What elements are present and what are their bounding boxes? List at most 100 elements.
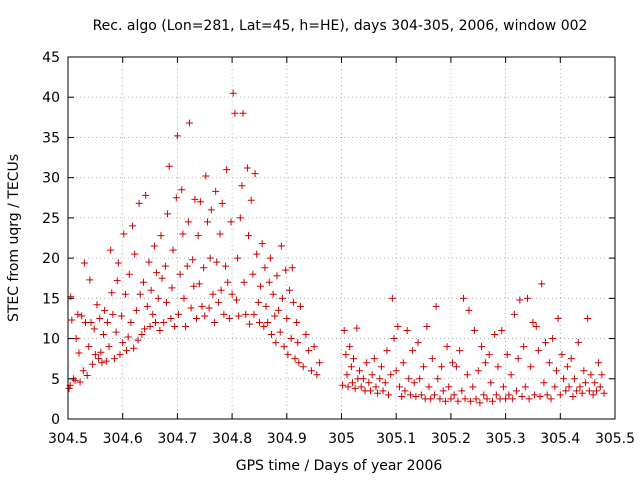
data-point bbox=[480, 391, 488, 399]
data-point bbox=[395, 383, 403, 391]
data-point bbox=[178, 186, 186, 194]
data-point bbox=[110, 355, 118, 363]
data-point bbox=[510, 310, 518, 318]
data-point bbox=[467, 397, 475, 405]
data-point bbox=[257, 282, 265, 290]
data-point bbox=[249, 270, 257, 278]
x-tick-label: 305.5 bbox=[595, 431, 635, 447]
data-point bbox=[589, 391, 597, 399]
data-point bbox=[459, 294, 467, 302]
data-point bbox=[223, 166, 231, 174]
data-point bbox=[531, 391, 539, 399]
data-point bbox=[74, 310, 82, 318]
data-point bbox=[276, 328, 284, 336]
data-point bbox=[258, 240, 266, 248]
x-tick-label: 305.2 bbox=[431, 431, 471, 447]
data-point bbox=[302, 331, 310, 339]
data-point bbox=[247, 196, 255, 204]
data-point bbox=[101, 306, 109, 314]
data-point bbox=[414, 339, 422, 347]
data-point bbox=[434, 375, 442, 383]
data-point bbox=[246, 320, 254, 328]
data-point bbox=[456, 347, 464, 355]
data-point bbox=[287, 335, 295, 343]
x-tick-label: 304.9 bbox=[267, 431, 307, 447]
data-point bbox=[245, 232, 253, 240]
data-point bbox=[105, 343, 113, 351]
data-point bbox=[267, 331, 275, 339]
data-point bbox=[545, 359, 553, 367]
data-point bbox=[447, 395, 455, 403]
data-point bbox=[93, 301, 101, 309]
data-point bbox=[103, 318, 111, 326]
data-point bbox=[343, 371, 351, 379]
data-point bbox=[387, 371, 395, 379]
data-point bbox=[216, 230, 224, 238]
data-point bbox=[463, 371, 471, 379]
data-point bbox=[406, 391, 414, 399]
data-point bbox=[282, 266, 290, 274]
data-point bbox=[284, 351, 292, 359]
data-point bbox=[112, 328, 120, 336]
data-point bbox=[168, 284, 176, 292]
data-point bbox=[202, 172, 210, 180]
data-point bbox=[353, 324, 361, 332]
data-point bbox=[581, 379, 589, 387]
data-point bbox=[102, 357, 110, 365]
data-point bbox=[505, 391, 513, 399]
data-point bbox=[87, 318, 95, 326]
data-point bbox=[574, 339, 582, 347]
data-point bbox=[498, 327, 506, 335]
data-point bbox=[296, 302, 304, 310]
data-point bbox=[536, 392, 544, 400]
data-point bbox=[146, 322, 154, 330]
axis-ticks bbox=[67, 56, 616, 420]
x-tick-label: 305 bbox=[328, 431, 355, 447]
data-point bbox=[273, 272, 281, 280]
data-point bbox=[428, 355, 436, 363]
data-point bbox=[130, 344, 138, 352]
data-point bbox=[423, 322, 431, 330]
data-point bbox=[542, 339, 550, 347]
data-point bbox=[280, 343, 288, 351]
data-point bbox=[580, 367, 588, 375]
data-point bbox=[209, 290, 217, 298]
data-point bbox=[164, 210, 172, 218]
data-point bbox=[379, 387, 387, 395]
data-point bbox=[167, 314, 175, 322]
data-point bbox=[238, 182, 246, 190]
data-point bbox=[569, 392, 577, 400]
data-point bbox=[211, 318, 219, 326]
y-tick-label: 35 bbox=[42, 130, 60, 146]
data-point bbox=[203, 218, 211, 226]
data-point bbox=[176, 270, 184, 278]
data-point bbox=[518, 392, 526, 400]
data-point bbox=[420, 363, 428, 371]
data-point bbox=[595, 359, 603, 367]
data-point bbox=[532, 322, 540, 330]
data-point bbox=[398, 392, 406, 400]
data-point bbox=[143, 302, 151, 310]
data-point bbox=[366, 387, 374, 395]
data-point bbox=[138, 331, 146, 339]
data-point bbox=[205, 304, 213, 312]
data-point bbox=[592, 387, 600, 395]
data-point bbox=[120, 230, 128, 238]
data-point bbox=[556, 391, 564, 399]
data-point bbox=[509, 395, 517, 403]
data-point bbox=[149, 310, 157, 318]
data-point bbox=[183, 262, 191, 270]
y-tick-label: 30 bbox=[42, 171, 60, 187]
data-point bbox=[194, 232, 202, 240]
data-point bbox=[474, 367, 482, 375]
data-point bbox=[430, 391, 438, 399]
data-point bbox=[213, 258, 221, 266]
data-point bbox=[289, 298, 297, 306]
data-point bbox=[277, 242, 285, 250]
data-point bbox=[293, 318, 301, 326]
data-point bbox=[449, 359, 457, 367]
data-point bbox=[576, 383, 584, 391]
data-point bbox=[207, 206, 215, 214]
